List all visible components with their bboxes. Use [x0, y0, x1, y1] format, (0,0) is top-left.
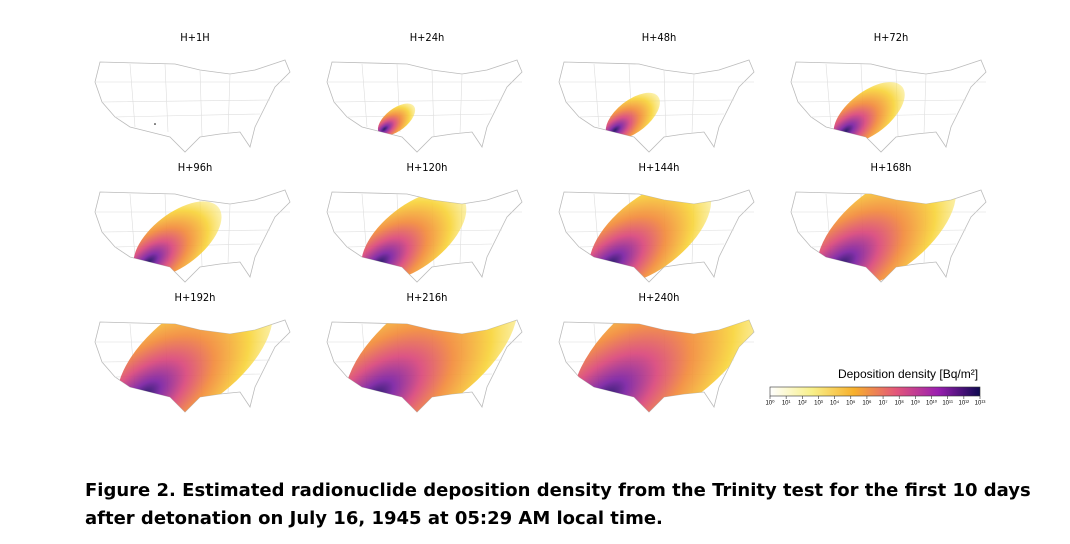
plume-clip — [344, 320, 518, 412]
map — [790, 59, 987, 153]
plume-clip — [377, 103, 416, 136]
caption-line: Figure 2. Estimated radionuclide deposit… — [85, 480, 1031, 501]
plume-group — [833, 82, 905, 144]
plume — [344, 320, 518, 412]
plume-group — [133, 201, 222, 278]
plume — [589, 190, 712, 282]
map — [558, 319, 755, 413]
map — [326, 59, 523, 153]
plume-clip — [589, 190, 712, 282]
colorbar-tick-label: 10⁹ — [911, 400, 921, 407]
map — [94, 189, 291, 283]
plume-clip — [605, 92, 660, 140]
panel-label: H+24h — [410, 31, 445, 44]
panel-label: H+48h — [642, 31, 677, 44]
colorbar-tick-label: 10¹¹ — [942, 401, 953, 407]
plume-clip — [573, 320, 754, 412]
caption-line: after detonation on July 16, 1945 at 05:… — [85, 508, 663, 529]
plume — [361, 190, 467, 282]
colorbar-tick-label: 10³ — [814, 401, 823, 407]
colorbar-tick-label: 10² — [798, 401, 807, 407]
colorbar-tick-label: 10⁷ — [879, 400, 888, 407]
colorbar-tick-label: 10⁶ — [862, 400, 872, 407]
figure: Deposition density [Bq/m²] H+1H H+24h H+48… — [94, 31, 987, 413]
plume — [154, 123, 156, 125]
colorbar-tick-label: 10¹⁰ — [926, 400, 938, 407]
colorbar-tick-label: 10⁸ — [895, 400, 905, 407]
plume-group — [377, 103, 416, 136]
panel-label: H+192h — [175, 291, 216, 304]
plume-group — [589, 190, 712, 282]
plume-clip — [154, 123, 156, 125]
plume — [133, 201, 222, 278]
colorbar-tick-label: 10⁰ — [765, 400, 775, 407]
plume-clip — [361, 190, 467, 282]
colorbar-title: Deposition density [Bq/m²] — [838, 367, 978, 381]
map-outline — [94, 59, 291, 153]
plume-clip — [133, 201, 222, 278]
panel-label: H+1H — [180, 31, 209, 44]
plume — [573, 320, 754, 412]
colorbar-tick-label: 10⁵ — [846, 400, 856, 407]
colorbar — [769, 386, 981, 397]
map — [94, 59, 291, 153]
panel-label: H+96h — [178, 161, 213, 174]
map — [558, 189, 755, 283]
map — [326, 319, 523, 413]
plume-group — [573, 320, 754, 412]
panel-label: H+72h — [874, 31, 909, 44]
panel-label: H+216h — [407, 291, 448, 304]
plume-clip — [833, 82, 905, 144]
map — [558, 59, 755, 153]
colorbar-tick-label: 10¹ — [782, 401, 791, 407]
plume — [605, 92, 660, 140]
plume-group — [361, 190, 467, 282]
map — [326, 189, 523, 283]
map-outline — [326, 59, 523, 153]
panel-label: H+240h — [639, 291, 680, 304]
state-borders — [327, 63, 522, 137]
plume — [377, 103, 416, 136]
plume-group — [605, 92, 660, 140]
colorbar-tick-label: 10¹³ — [975, 401, 986, 407]
panel-label: H+120h — [407, 161, 448, 174]
colorbar-tick-label: 10¹² — [959, 401, 970, 407]
plume — [833, 82, 905, 144]
state-borders — [559, 63, 754, 137]
colorbar-tick-label: 10⁴ — [830, 400, 840, 407]
panel-label: H+144h — [639, 161, 680, 174]
plume-group — [344, 320, 518, 412]
state-borders — [95, 63, 290, 137]
panel-label: H+168h — [871, 161, 912, 174]
